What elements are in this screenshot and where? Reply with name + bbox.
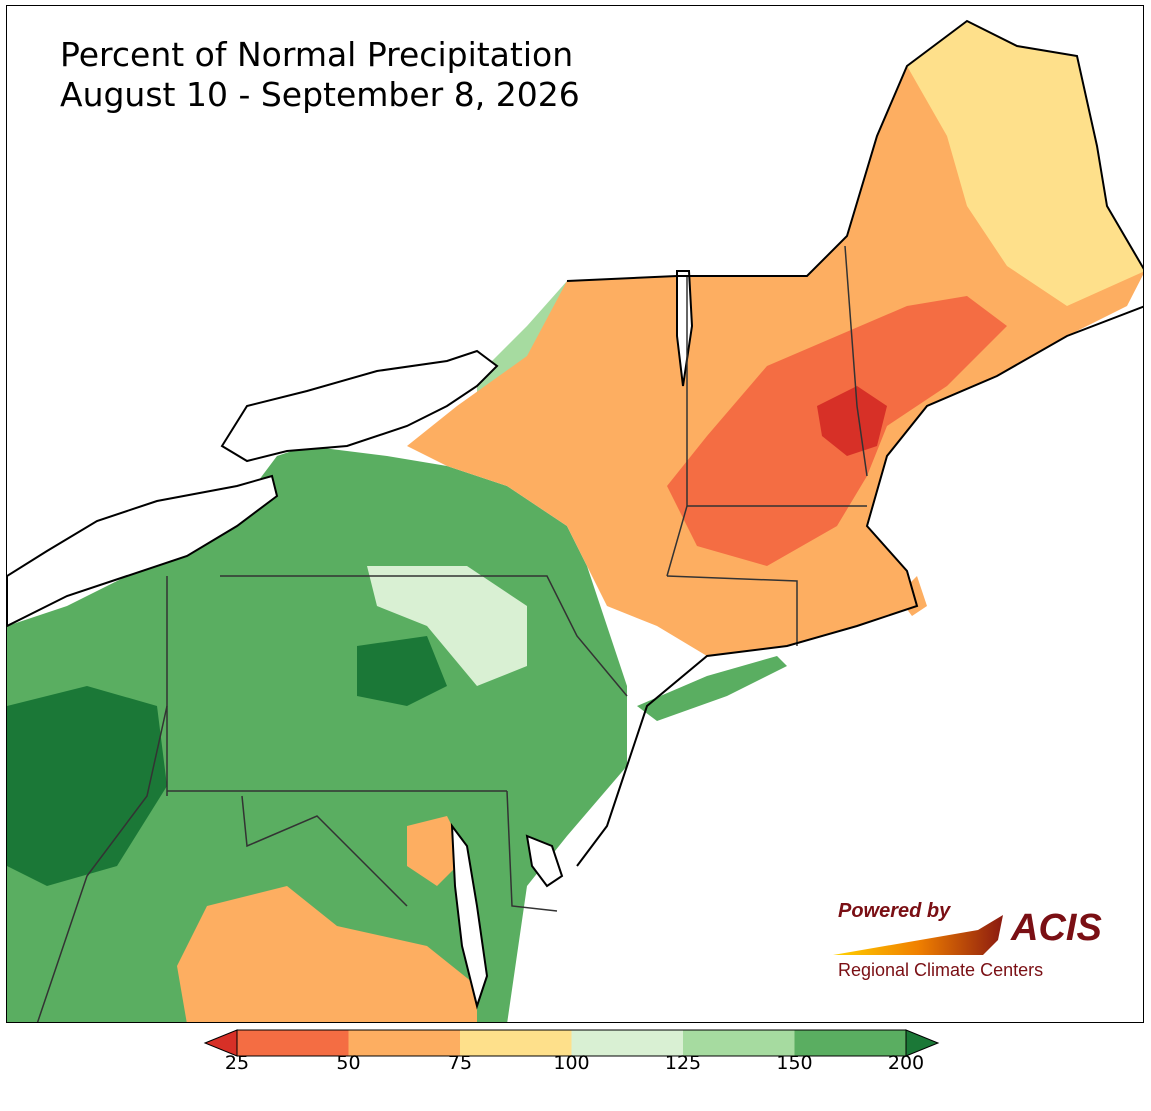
color-legend [203,1029,940,1057]
region-pa-light [367,566,527,686]
coastline [566,19,1143,867]
border-nj [506,790,558,912]
lake-ontario [220,349,499,463]
region-maine-light [907,21,1143,306]
legend-tick-label: 125 [664,1052,702,1074]
land-fill [7,21,1143,1022]
border-nh-me [844,245,868,477]
rcc-text: Regional Climate Centers [838,960,1044,980]
legend-tick-label: 100 [553,1052,590,1074]
region-nh-core-red [817,386,887,456]
title-line1: Percent of Normal Precipitation [60,35,574,74]
legend-bin [794,1030,906,1056]
legend-bin [571,1030,683,1056]
title-line2: August 10 - September 8, 2026 [60,75,580,114]
acis-text: ACIS [1011,907,1102,949]
lake-erie [7,474,279,628]
map-frame [6,5,1144,1023]
region-southeast-dry [177,886,477,1022]
legend-tick-label: 200 [887,1052,925,1074]
precipitation-map [7,19,1143,1022]
border-wv [36,705,168,1022]
legend-bin [460,1030,572,1056]
legend-tick-label: 50 [336,1052,361,1074]
border-va-md [241,795,408,907]
legend-bin [237,1030,349,1056]
cape-cod [897,576,927,616]
region-pa-center-heavy [357,636,447,706]
water [7,270,694,1010]
state-borders [36,245,868,1022]
powered-by-text: Powered by [838,900,951,922]
chesapeake-bay [450,822,489,1010]
legend-bin [683,1030,795,1056]
acis-logo: Powered by ACIS Regional Climate Centers [828,895,1118,995]
legend-tick-label: 150 [776,1052,813,1074]
logo-swoosh [833,915,1003,955]
long-island [637,656,787,721]
legend-tick-label: 25 [224,1052,250,1074]
border-ny-pa [220,575,628,697]
map-title: Percent of Normal Precipitation August 1… [60,35,580,115]
border-ct [666,575,798,646]
region-pa-heavy [7,686,167,886]
legend-outline [236,1029,907,1057]
region-newengland-dry [407,21,1143,656]
delaware-bay [525,834,564,888]
legend-bin [348,1030,460,1056]
legend-tick-label: 75 [447,1052,473,1074]
